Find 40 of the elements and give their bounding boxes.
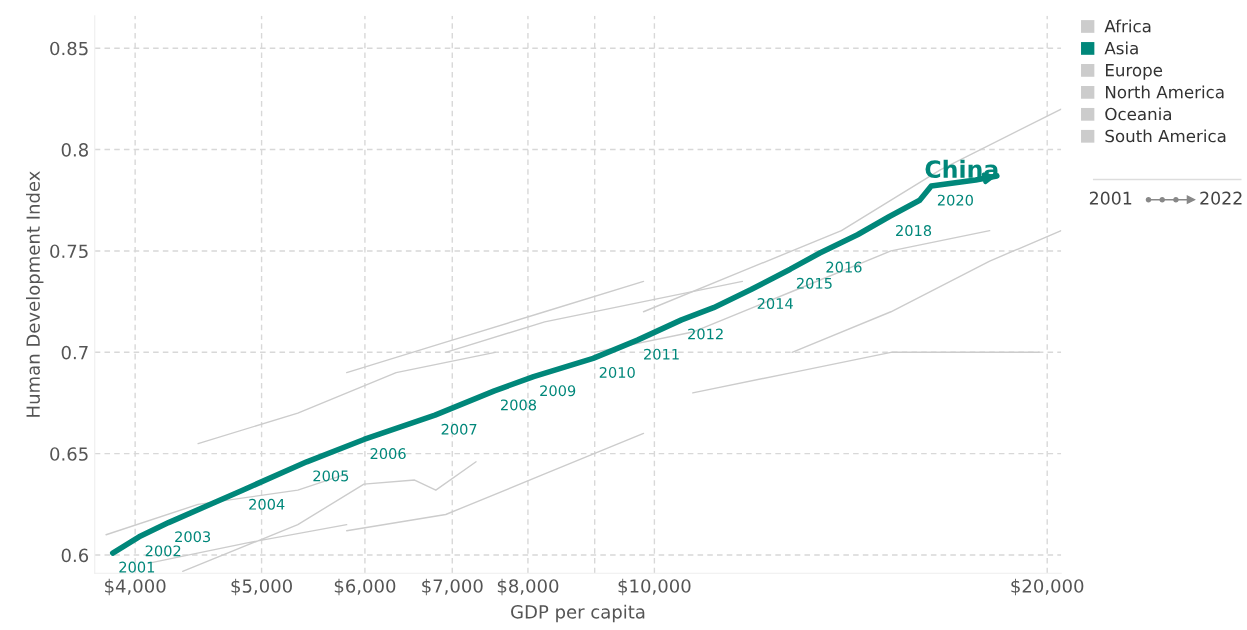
legend-label: North America	[1106, 85, 1224, 99]
x-axis-title: GDP per capita	[511, 604, 645, 623]
annotation: 2003	[175, 531, 211, 543]
annotation: 2002	[145, 545, 181, 557]
x-tick-label: $5,000	[231, 578, 292, 596]
annotation: 2008	[501, 399, 537, 411]
annotation: 2011	[644, 348, 679, 360]
legend-label: South America	[1105, 129, 1226, 143]
x-tick-label: $4,000	[105, 578, 166, 596]
text: 2022	[1200, 191, 1242, 205]
annotation: 2006	[370, 448, 406, 460]
y-tick-label: 0.85	[50, 41, 88, 56]
legend-label: Asia	[1104, 41, 1138, 55]
y-tick-label: 0.65	[50, 447, 88, 461]
text: 2001	[1089, 191, 1132, 205]
y-axis-title: Human Development Index	[25, 171, 44, 417]
annotation: 2018	[896, 225, 932, 237]
annotation: 2014	[757, 298, 793, 310]
annotation: 2004	[249, 498, 285, 510]
annotation: 2009	[540, 385, 576, 397]
annotation: 2012	[688, 328, 723, 340]
x-tick-label: $7,000	[422, 578, 483, 596]
annotation: 2010	[599, 366, 635, 379]
y-tick-label: 0.75	[50, 244, 88, 259]
x-tick-label: $8,000	[497, 578, 559, 596]
y-tick-label: 0.6	[61, 548, 89, 563]
x-tick-label: $20,000	[1011, 578, 1084, 596]
annotation: 2015	[796, 277, 832, 289]
annotation: 2005	[313, 470, 349, 482]
legend-label: Europe	[1106, 64, 1163, 80]
legend-label: Africa	[1104, 19, 1151, 33]
annotation: 2020	[937, 194, 973, 206]
legend-label: Oceania	[1105, 107, 1172, 121]
x-tick-label: $6,000	[334, 578, 396, 596]
annotation: 2001	[119, 561, 155, 573]
annotation: 2007	[441, 423, 477, 435]
annotation: 2016	[826, 261, 862, 273]
y-tick-label: 0.7	[61, 345, 88, 360]
y-tick-label: 0.8	[61, 143, 88, 157]
x-tick-label: $10,000	[618, 578, 691, 596]
